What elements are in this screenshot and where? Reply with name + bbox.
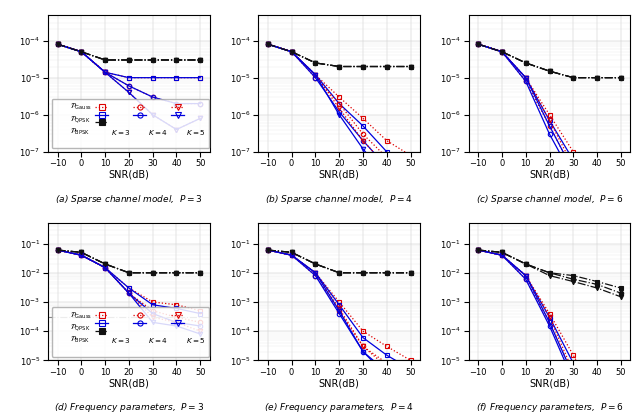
Legend: $\mathcal{P}_{\mathrm{Gauss}}$, $\mathcal{P}_{\mathrm{QPSK}}$, $\mathcal{P}_{\ma: $\mathcal{P}_{\mathrm{Gauss}}$, $\mathca… [52,98,209,148]
Text: (c) Sparse channel model,  $P = 6$: (c) Sparse channel model, $P = 6$ [476,193,623,206]
Text: (b) Sparse channel model,  $P = 4$: (b) Sparse channel model, $P = 4$ [265,193,413,206]
Text: (e) Frequency parameters,  $P = 4$: (e) Frequency parameters, $P = 4$ [264,401,414,414]
Text: (a) Sparse channel model,  $P = 3$: (a) Sparse channel model, $P = 3$ [55,193,203,206]
Legend: $\mathcal{P}_{\mathrm{Gauss}}$, $\mathcal{P}_{\mathrm{QPSK}}$, $\mathcal{P}_{\ma: $\mathcal{P}_{\mathrm{Gauss}}$, $\mathca… [52,307,209,357]
Text: (f) Frequency parameters,  $P = 6$: (f) Frequency parameters, $P = 6$ [476,401,623,414]
Text: (d) Frequency parameters,  $P = 3$: (d) Frequency parameters, $P = 3$ [54,401,204,414]
X-axis label: SNR(dB): SNR(dB) [319,170,360,180]
X-axis label: SNR(dB): SNR(dB) [529,170,570,180]
X-axis label: SNR(dB): SNR(dB) [108,170,149,180]
X-axis label: SNR(dB): SNR(dB) [108,378,149,388]
X-axis label: SNR(dB): SNR(dB) [529,378,570,388]
X-axis label: SNR(dB): SNR(dB) [319,378,360,388]
